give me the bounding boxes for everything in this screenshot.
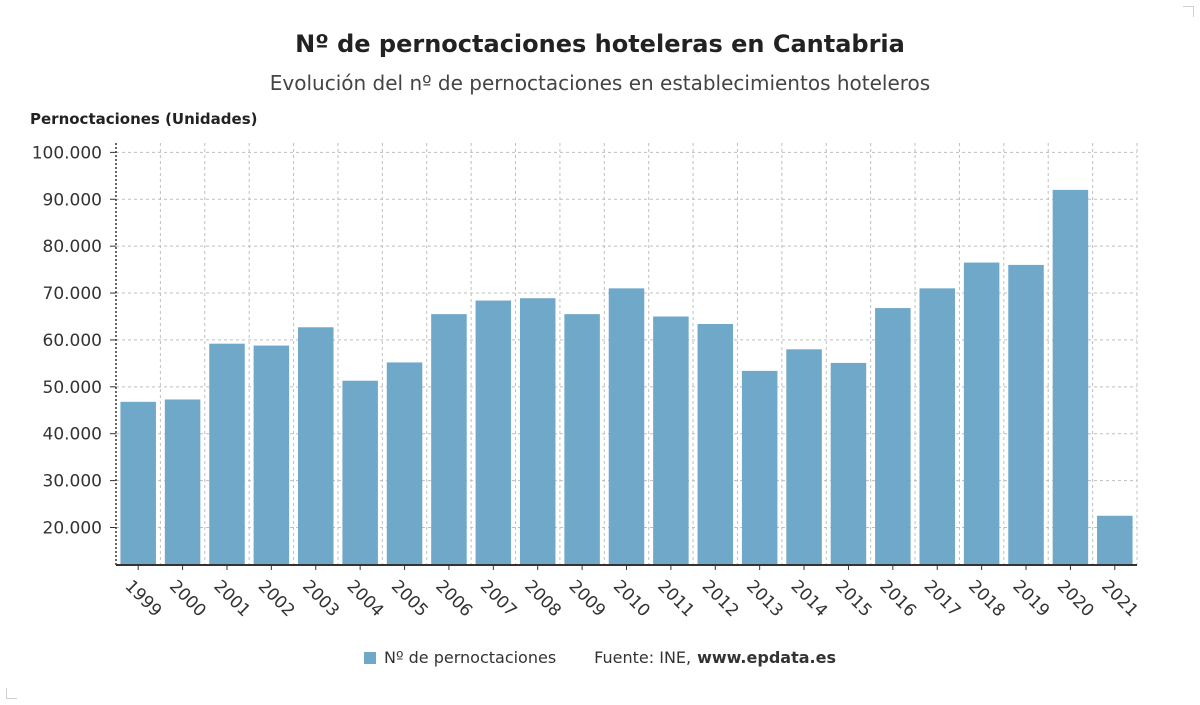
x-tick-label: 2002 (254, 576, 299, 621)
y-axis-label: Pernoctaciones (Unidades) (30, 110, 258, 128)
chart-title: Nº de pernoctaciones hoteleras en Cantab… (295, 30, 905, 58)
x-tick-label: 2010 (609, 576, 654, 621)
y-tick-label: 40.000 (43, 425, 102, 445)
bar (653, 316, 689, 565)
y-tick-label: 90.000 (43, 190, 102, 210)
legend-swatch (364, 651, 377, 664)
x-tick-labels: 1999 2000 2001 2002 2003 2004 2005 2006 2007 2008… (121, 576, 1142, 621)
x-tick-label: 2000 (165, 576, 210, 621)
x-tick-label: 2006 (431, 576, 476, 621)
corner-mark (1183, 6, 1194, 17)
legend-item: Nº de pernoctaciones (364, 648, 556, 667)
legend: Nº de pernoctaciones Fuente: INE, www.ep… (0, 648, 1200, 667)
bar (564, 314, 600, 565)
bar (875, 308, 911, 565)
bar (164, 399, 201, 565)
bar (431, 314, 467, 565)
bar (298, 327, 334, 565)
bar (1052, 189, 1089, 565)
x-tick-label: 2016 (875, 576, 920, 621)
x-tick-label: 2015 (831, 576, 876, 621)
x-tick-label: 2007 (476, 576, 521, 621)
bar (1097, 515, 1133, 565)
x-tick-label: 2003 (298, 576, 343, 621)
x-tick-label: 2018 (964, 576, 1009, 621)
x-tick-label: 1999 (121, 576, 166, 621)
x-tick-label: 2021 (1097, 576, 1142, 621)
y-tick-label: 100.000 (32, 143, 102, 163)
y-tick-label: 60.000 (43, 331, 102, 351)
x-tick-label: 2008 (520, 576, 565, 621)
bar (919, 288, 955, 565)
bar (1008, 264, 1044, 565)
bar (120, 401, 156, 565)
x-tick-label: 2014 (787, 576, 832, 621)
source-link: www.epdata.es (697, 648, 836, 667)
x-tick-label: 2017 (920, 576, 965, 621)
y-tick-label: 30.000 (43, 472, 102, 492)
chart-subtitle: Evolución del nº de pernoctaciones en es… (269, 71, 931, 95)
source-label: Fuente: INE, (594, 648, 692, 667)
x-tick-label: 2013 (742, 576, 787, 621)
x-tick-label: 2004 (343, 576, 388, 621)
x-tick-label: 2005 (387, 576, 432, 621)
bar (786, 349, 822, 565)
y-tick-label: 20.000 (43, 518, 102, 538)
x-tick-label: 2011 (653, 576, 698, 621)
bar (519, 298, 556, 565)
bar (342, 380, 378, 565)
y-tick-label: 80.000 (43, 237, 102, 257)
bar (386, 362, 423, 565)
y-tick-label: 50.000 (43, 378, 102, 398)
y-tick-labels: 20.000 30.000 40.000 50.000 60.000 70.000 80.0… (32, 143, 102, 538)
corner-mark (6, 688, 17, 699)
x-tick-label: 2019 (1008, 576, 1053, 621)
bar (608, 288, 645, 565)
bar (697, 323, 734, 565)
x-tick-label: 2009 (565, 576, 610, 621)
x-tick-label: 2001 (209, 576, 254, 621)
legend-series-label: Nº de pernoctaciones (384, 648, 557, 667)
bar-chart: 20.000 30.000 40.000 50.000 60.000 70.000 80.0… (32, 143, 1142, 621)
x-tick-label: 2012 (698, 576, 743, 621)
axes (110, 143, 1137, 570)
bar (253, 345, 290, 565)
bar (209, 343, 245, 565)
bar (741, 370, 778, 565)
y-tick-label: 70.000 (43, 284, 102, 304)
bar (830, 362, 867, 565)
bars (120, 189, 1133, 565)
bar (475, 300, 512, 565)
bar (963, 262, 1000, 565)
x-tick-label: 2020 (1053, 576, 1098, 621)
